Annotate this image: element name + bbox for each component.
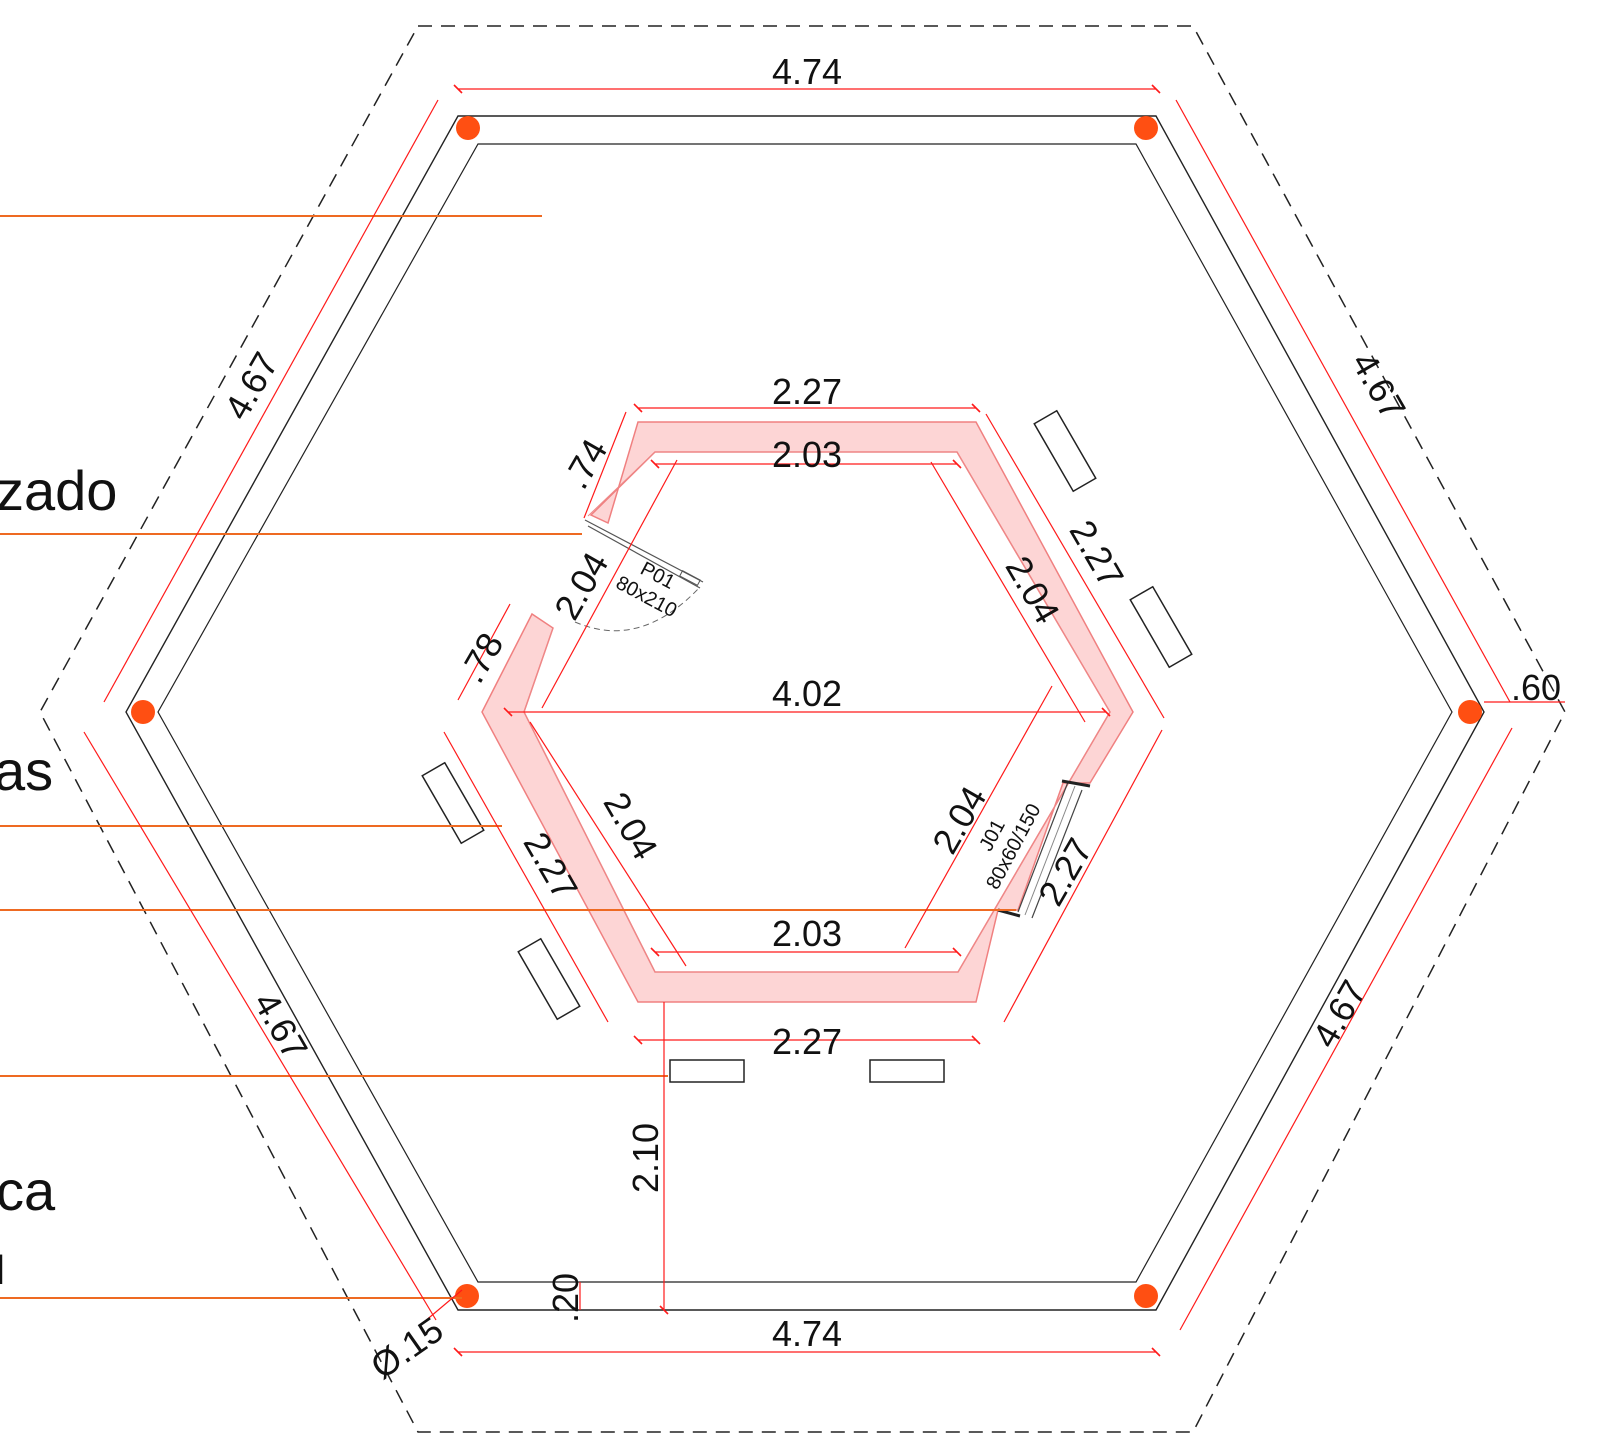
door-tag: P01 80x210 (612, 558, 680, 622)
dim-outer-upper-left: 4.67 (216, 345, 287, 426)
dim-inner-top-inner: 2.03 (772, 434, 842, 475)
dim-upper-left-door: 2.04 (546, 545, 617, 626)
column (1134, 1284, 1158, 1308)
dim-inner-upper-right-outer: 2.27 (1062, 513, 1133, 594)
dim-inner-bottom-outer: 2.27 (772, 1021, 842, 1062)
window-j01 (997, 779, 1091, 919)
dim-outer-top: 4.74 (772, 51, 842, 92)
column (456, 116, 480, 140)
dim-inner-bottom-inner: 2.03 (772, 913, 842, 954)
terrace-outer-edge (125, 115, 1485, 1311)
dimension-lines (83, 88, 1565, 1353)
dim-outer-upper-right: 4.67 (1344, 345, 1415, 426)
dim-outer-bottom: 4.74 (772, 1313, 842, 1354)
label-ca: ca (0, 1159, 56, 1222)
dim-wall-thickness: .20 (545, 1273, 586, 1323)
label-fragment: ı (0, 1233, 8, 1296)
label-zado: zado (0, 459, 117, 522)
door-p01 (574, 519, 704, 632)
dimension-ticks (453, 84, 1161, 1357)
dim-outer-lower-right: 4.67 (1304, 973, 1375, 1054)
terrace-inner-edge (157, 143, 1453, 1283)
columns (131, 116, 1482, 1308)
leader-lines (0, 215, 1016, 1299)
bench-blocks (421, 409, 1193, 1083)
column (455, 1284, 479, 1308)
column (131, 700, 155, 724)
dim-column-diameter: Ø.15 (363, 1309, 450, 1387)
column (1134, 116, 1158, 140)
dim-inner-lower-left-inner: 2.04 (596, 785, 667, 866)
dim-outer-lower-left: 4.67 (246, 985, 317, 1066)
dim-upper-left-short: .74 (555, 432, 616, 496)
column (1458, 700, 1482, 724)
inner-wall-inner-line (523, 451, 1111, 973)
dim-inner-width: 4.02 (772, 673, 842, 714)
dim-inner-top-outer: 2.27 (772, 371, 842, 412)
roof-outline-dashed (39, 25, 1566, 1433)
dim-vertical-gap: 2.10 (625, 1123, 666, 1193)
label-as: as (0, 739, 53, 802)
dim-offset-right: .60 (1511, 667, 1561, 708)
